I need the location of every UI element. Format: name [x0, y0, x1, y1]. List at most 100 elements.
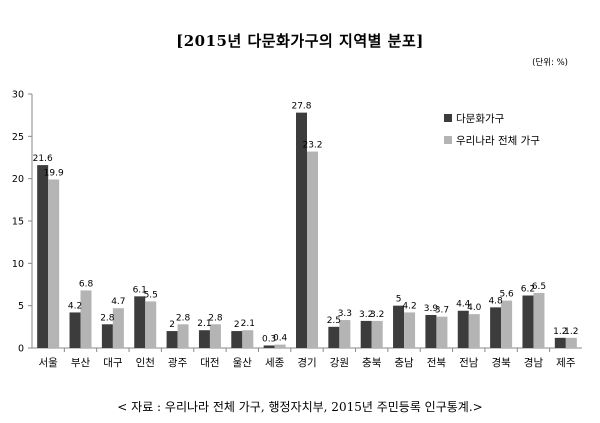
bar: [393, 305, 405, 348]
bar: [339, 320, 351, 348]
x-tick-label: 인천: [136, 357, 155, 369]
x-tick-label: 부산: [71, 357, 91, 369]
data-label: 1.2: [553, 327, 567, 337]
data-label: 4.7: [111, 297, 125, 307]
bar: [177, 324, 189, 348]
data-label: 27.8: [291, 102, 311, 112]
data-label: 3.2: [359, 310, 373, 320]
data-label: 5: [396, 295, 402, 305]
bar: [166, 331, 178, 348]
y-tick-label: 10: [12, 259, 24, 270]
data-label: 4.2: [402, 301, 416, 311]
data-label: 2.8: [176, 313, 191, 323]
x-tick-label: 경기: [297, 356, 316, 369]
data-label: 19.9: [44, 169, 64, 179]
bar: [501, 300, 513, 348]
bar: [198, 330, 210, 348]
bar: [425, 314, 437, 348]
legend-swatch: [444, 136, 452, 144]
bar: [490, 307, 502, 348]
y-tick-label: 25: [12, 132, 24, 143]
x-tick-label: 경북: [491, 356, 511, 369]
x-tick-label: 서울: [39, 357, 59, 369]
bar: [296, 112, 307, 348]
data-label: 23.2: [302, 141, 322, 151]
bar: [69, 312, 81, 348]
bar: [371, 320, 383, 348]
data-label: 6.2: [521, 285, 535, 295]
bar: [274, 344, 286, 348]
bar: [263, 345, 275, 348]
legend-label: 다문화가구: [456, 113, 505, 125]
unit-note: (단위: %): [532, 58, 568, 68]
data-label: 2.5: [327, 316, 341, 326]
data-label: 3.7: [435, 306, 449, 316]
data-label: 5.6: [499, 290, 514, 300]
x-tick-label: 전남: [459, 357, 479, 369]
data-label: 21.6: [33, 154, 53, 164]
bar: [404, 312, 416, 348]
data-label: 4.0: [467, 303, 482, 313]
bar: [80, 290, 92, 348]
x-tick-label: 세종: [265, 357, 285, 369]
data-label: 4.8: [488, 296, 503, 306]
data-label: 1.2: [564, 327, 578, 337]
data-label: 2: [169, 320, 175, 330]
bar: [242, 330, 254, 348]
data-label: 2.8: [208, 313, 223, 323]
bar: [231, 331, 243, 348]
y-tick-label: 0: [18, 344, 24, 355]
data-label: 2.1: [197, 319, 211, 329]
x-tick-label: 충남: [394, 357, 414, 369]
data-label: 2: [234, 320, 240, 330]
x-tick-label: 제주: [556, 357, 576, 369]
bar: [134, 296, 146, 348]
data-label: 3.9: [424, 304, 439, 314]
x-tick-label: 대구: [103, 357, 123, 369]
data-label: 3.2: [370, 310, 384, 320]
bar: [533, 292, 545, 348]
bar: [37, 165, 49, 348]
x-tick-label: 울산: [233, 357, 253, 369]
bar: [565, 337, 577, 348]
x-tick-label: 광주: [168, 357, 188, 369]
bar: [554, 337, 566, 348]
data-label: 6.1: [133, 285, 147, 295]
data-label: 4.2: [68, 301, 82, 311]
y-tick-label: 5: [18, 301, 24, 312]
chart-bars: [37, 112, 577, 348]
bar: [209, 324, 221, 348]
data-label: 0.4: [273, 334, 288, 344]
bar: [328, 326, 340, 348]
chart-title: [2015년 다문화가구의 지역별 분포]: [176, 32, 424, 50]
bar: [436, 316, 448, 348]
x-tick-label: 강원: [330, 357, 349, 369]
bar: [307, 151, 318, 348]
x-tick-label: 대전: [200, 357, 219, 369]
bar: [101, 324, 113, 348]
x-tick-label: 전북: [427, 357, 447, 369]
data-label: 2.1: [241, 319, 255, 329]
legend-swatch: [444, 114, 452, 122]
x-tick-label: 충북: [362, 357, 382, 369]
bar: [457, 310, 469, 348]
legend-label: 우리나라 전체 가구: [456, 135, 540, 147]
bar: [112, 308, 124, 348]
source-note: < 자료 : 우리나라 전체 가구, 행정자치부, 2015년 주민등록 인구통…: [117, 400, 483, 414]
data-label: 4.4: [456, 300, 471, 310]
x-tick-label: 경남: [524, 356, 544, 369]
bar: [360, 320, 372, 348]
data-label: 6.8: [79, 279, 94, 289]
bar: [522, 295, 534, 348]
bar: [145, 301, 157, 348]
y-tick-label: 20: [12, 174, 24, 185]
y-tick-label: 30: [12, 90, 24, 101]
chart-data-labels: 21.64.22.86.12 2.1 20.327.82.53.253.9 4.4 4.…: [33, 102, 579, 345]
data-label: 5.5: [144, 290, 158, 300]
data-label: 0.3: [262, 334, 276, 344]
y-tick-label: 15: [12, 217, 24, 228]
bar: [468, 314, 480, 348]
